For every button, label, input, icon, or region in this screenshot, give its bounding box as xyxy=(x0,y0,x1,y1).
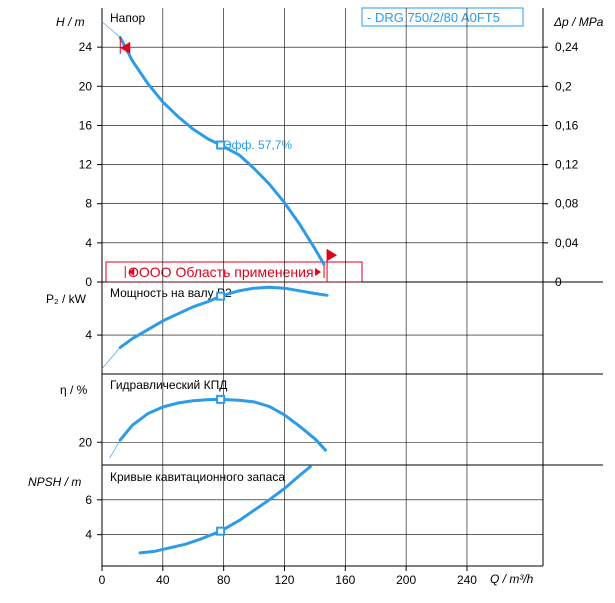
x-tick-label: 40 xyxy=(156,573,170,587)
npsh-curve xyxy=(138,465,312,555)
y2-tick-label: 0,04 xyxy=(555,236,579,250)
y2-tick-label: 0,24 xyxy=(555,40,579,54)
operating-range-label: OOOO Область применения xyxy=(128,264,314,280)
efficiency-curve xyxy=(118,397,327,452)
y-tick-label: 6 xyxy=(85,493,92,507)
power-curve-extension xyxy=(101,347,121,369)
pressure-y-axis-label: Δp / MPa xyxy=(553,15,604,29)
y-tick-label: 12 xyxy=(79,158,93,172)
y-tick-label: 8 xyxy=(85,197,92,211)
y-tick-label: 4 xyxy=(85,328,92,342)
head-duty-point-marker xyxy=(216,140,226,150)
y-tick-label: 20 xyxy=(79,435,93,449)
y2-tick-label: 0,12 xyxy=(555,158,579,172)
grid-lines xyxy=(102,8,543,566)
legend-box xyxy=(361,7,524,27)
x-tick-label: 240 xyxy=(457,573,477,587)
x-tick-label: 0 xyxy=(99,573,106,587)
range-start-flag xyxy=(120,41,131,54)
npsh-y-axis-label: NPSH / m xyxy=(28,475,81,489)
tick-marks: 0 40 80 120 160 200 240 0 4 8 12 16 20 24 4 20 4 6 0 0,04 0,… xyxy=(79,40,579,587)
y-tick-label: 24 xyxy=(79,40,93,54)
y-tick-label: 20 xyxy=(79,79,93,93)
x-tick-label: 200 xyxy=(396,573,416,587)
operating-range-marks xyxy=(119,37,338,282)
npsh-duty-point-marker xyxy=(216,526,226,536)
duty-point-markers xyxy=(216,140,226,536)
npsh-panel-title: Кривые кавитационного запаса xyxy=(110,470,285,484)
banner-right-arrow xyxy=(315,268,322,276)
y-tick-label: 4 xyxy=(85,236,92,250)
efficiency-curve-extension xyxy=(109,439,121,459)
head-curve-extension xyxy=(101,21,121,38)
y-tick-label: 0 xyxy=(85,275,92,289)
x-tick-label: 160 xyxy=(335,573,355,587)
y2-tick-label: 0 xyxy=(555,275,562,289)
efficiency-panel-title: Гидравлический КПД xyxy=(110,378,227,392)
y2-tick-label: 0,08 xyxy=(555,197,579,211)
x-axis-label: Q / m³/h xyxy=(490,572,534,586)
efficiency-y-axis-label: η / % xyxy=(60,383,88,397)
efficiency-annotation: Эфф. 57,7% xyxy=(223,138,292,152)
power-duty-point-marker xyxy=(216,291,226,301)
efficiency-duty-point-marker xyxy=(216,394,226,404)
banner-left-arrow xyxy=(128,268,135,276)
y-tick-label: 16 xyxy=(79,118,93,132)
legend-label: - DRG 750/2/80 A0FT5 xyxy=(367,10,500,25)
x-tick-label: 120 xyxy=(274,573,294,587)
power-y-axis-label: P₂ / kW xyxy=(46,292,87,306)
head-y-axis-label: H / m xyxy=(56,15,85,29)
y2-tick-label: 0,16 xyxy=(555,118,579,132)
range-end-flag xyxy=(327,249,338,262)
y2-tick-label: 0,2 xyxy=(555,79,572,93)
power-panel-title: Мощность на валу P2 xyxy=(110,286,232,300)
y-tick-label: 4 xyxy=(85,528,92,542)
x-tick-label: 80 xyxy=(217,573,231,587)
head-panel-title: Напор xyxy=(110,11,146,25)
